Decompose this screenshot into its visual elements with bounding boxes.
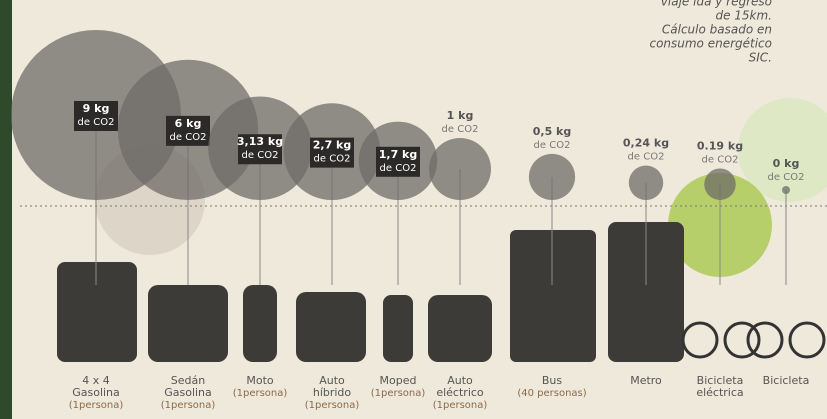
category-label: eléctrica xyxy=(696,386,743,399)
vehicle-electric xyxy=(428,295,492,362)
value-label: 6 kg xyxy=(175,117,202,130)
category-label: (40 personas) xyxy=(517,388,586,399)
bubble xyxy=(429,138,491,200)
unit-label: de CO2 xyxy=(380,163,417,174)
bubble xyxy=(629,166,663,200)
category-label: (1persona) xyxy=(69,400,124,411)
unit-label: de CO2 xyxy=(78,117,115,128)
note-line: SIC. xyxy=(749,51,772,65)
unit-label: de CO2 xyxy=(442,124,479,135)
value-label: 9 kg xyxy=(83,102,110,115)
unit-label: de CO2 xyxy=(628,152,665,163)
category-label: (1persona) xyxy=(433,400,488,411)
unit-label: de CO2 xyxy=(534,140,571,151)
left-edge xyxy=(0,0,12,419)
note-line: Cálculo basado en xyxy=(662,23,772,37)
vehicle-bike xyxy=(790,323,824,357)
category-label: (1persona) xyxy=(233,388,288,399)
bubble xyxy=(529,154,575,200)
note-line: viaje ida y regreso xyxy=(661,0,772,9)
value-label: 0,5 kg xyxy=(533,125,572,138)
category-label: Moped xyxy=(380,374,417,387)
unit-label: de CO2 xyxy=(768,172,805,183)
category-label: híbrido xyxy=(313,386,352,399)
vehicle-bike xyxy=(748,323,782,357)
unit-label: de CO2 xyxy=(170,132,207,143)
value-label: 0.19 kg xyxy=(697,139,743,152)
note-line: de 15km. xyxy=(715,9,772,23)
value-label: 0,24 kg xyxy=(623,137,669,150)
category-label: Gasolina xyxy=(72,386,120,399)
category-label: Gasolina xyxy=(164,386,212,399)
note-line: consumo energético xyxy=(649,37,772,51)
category-label: (1persona) xyxy=(161,400,216,411)
value-label: 1,7 kg xyxy=(379,148,418,161)
unit-label: de CO2 xyxy=(314,154,351,165)
infographic: viaje ida y regresode 15km.Cálculo basad… xyxy=(0,0,827,419)
value-label: 0 kg xyxy=(773,157,800,170)
vehicle-sedan xyxy=(148,285,228,362)
unit-label: de CO2 xyxy=(242,150,279,161)
value-label: 2,7 kg xyxy=(313,139,352,152)
vehicle-bus xyxy=(510,230,596,362)
category-label: (1persona) xyxy=(371,388,426,399)
vehicle-ebike xyxy=(683,323,717,357)
category-label: eléctrico xyxy=(436,386,484,399)
value-label: 1 kg xyxy=(447,109,474,122)
vehicle-4x4 xyxy=(57,262,137,362)
unit-label: de CO2 xyxy=(702,154,739,165)
bubble xyxy=(704,168,736,200)
bubble xyxy=(782,186,790,194)
category-label: Bus xyxy=(542,374,563,387)
category-label: Moto xyxy=(246,374,274,387)
category-label: Metro xyxy=(630,374,662,387)
vehicle-hybrid xyxy=(296,292,366,362)
vehicle-moped xyxy=(383,295,413,362)
category-label: (1persona) xyxy=(305,400,360,411)
category-label: Bicicleta xyxy=(763,374,810,387)
vehicle-moto xyxy=(243,285,277,362)
value-label: 3,13 kg xyxy=(237,135,283,148)
